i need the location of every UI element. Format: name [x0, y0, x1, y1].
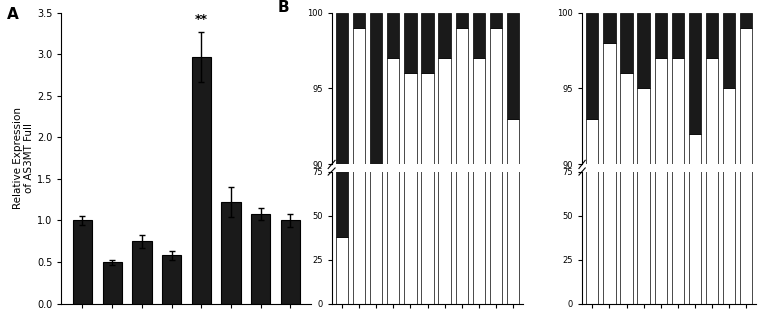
- Bar: [473, 13, 485, 58]
- Bar: [723, 136, 735, 304]
- Bar: [672, 13, 684, 58]
- Bar: [706, 13, 718, 58]
- Bar: [404, 135, 416, 304]
- Bar: [280, 220, 300, 304]
- Bar: [353, 129, 365, 304]
- Bar: [353, 13, 365, 28]
- Bar: [654, 127, 667, 133]
- Bar: [132, 241, 151, 304]
- Bar: [353, 127, 365, 129]
- Bar: [422, 127, 434, 135]
- Bar: [586, 13, 598, 119]
- Bar: [654, 58, 667, 313]
- Bar: [507, 127, 519, 140]
- Bar: [604, 13, 616, 43]
- Bar: [507, 119, 519, 313]
- Bar: [162, 255, 181, 304]
- Bar: [191, 57, 211, 304]
- Bar: [370, 13, 382, 271]
- Bar: [336, 13, 348, 313]
- Bar: [473, 133, 485, 304]
- Text: **: **: [195, 13, 208, 26]
- Bar: [672, 127, 684, 133]
- Bar: [507, 13, 519, 119]
- Bar: [370, 271, 382, 313]
- Bar: [723, 127, 735, 136]
- Bar: [387, 13, 399, 58]
- Bar: [473, 127, 485, 133]
- Bar: [439, 13, 451, 58]
- Bar: [604, 43, 616, 313]
- Bar: [336, 237, 348, 304]
- Bar: [706, 127, 718, 133]
- Bar: [586, 119, 598, 313]
- Bar: [490, 127, 502, 129]
- Bar: [353, 28, 365, 313]
- Bar: [404, 73, 416, 313]
- Bar: [621, 13, 633, 73]
- Bar: [586, 140, 598, 304]
- Bar: [490, 28, 502, 313]
- Bar: [439, 127, 451, 133]
- Bar: [251, 214, 270, 304]
- Bar: [604, 127, 616, 131]
- Bar: [73, 220, 92, 304]
- Bar: [723, 13, 735, 89]
- Bar: [455, 28, 468, 313]
- Bar: [637, 13, 650, 89]
- Bar: [387, 127, 399, 133]
- Bar: [422, 13, 434, 73]
- Bar: [370, 157, 382, 304]
- Bar: [604, 131, 616, 304]
- Bar: [370, 127, 382, 157]
- Y-axis label: Relative Expression
of AS3MT Full: Relative Expression of AS3MT Full: [12, 107, 34, 209]
- Text: B: B: [278, 0, 290, 15]
- Bar: [455, 129, 468, 304]
- Bar: [490, 13, 502, 28]
- Bar: [723, 89, 735, 313]
- Bar: [621, 127, 633, 135]
- Bar: [740, 28, 753, 313]
- Bar: [586, 127, 598, 140]
- Bar: [621, 135, 633, 304]
- Bar: [102, 262, 122, 304]
- Bar: [689, 127, 701, 141]
- Bar: [621, 73, 633, 313]
- Bar: [507, 140, 519, 304]
- Bar: [490, 129, 502, 304]
- Bar: [455, 13, 468, 28]
- Bar: [689, 134, 701, 313]
- Bar: [689, 141, 701, 304]
- Bar: [336, 127, 348, 237]
- Bar: [672, 133, 684, 304]
- Bar: [706, 58, 718, 313]
- Bar: [740, 129, 753, 304]
- Bar: [422, 73, 434, 313]
- Bar: [455, 127, 468, 129]
- Bar: [740, 127, 753, 129]
- Bar: [404, 127, 416, 135]
- Bar: [439, 133, 451, 304]
- Bar: [672, 58, 684, 313]
- Bar: [387, 133, 399, 304]
- Bar: [706, 133, 718, 304]
- Bar: [637, 136, 650, 304]
- Bar: [654, 13, 667, 58]
- Bar: [637, 127, 650, 136]
- Bar: [689, 13, 701, 134]
- Bar: [740, 13, 753, 28]
- Bar: [404, 13, 416, 73]
- Bar: [221, 202, 240, 304]
- Bar: [637, 89, 650, 313]
- Bar: [473, 58, 485, 313]
- Text: A: A: [6, 7, 18, 22]
- Bar: [422, 135, 434, 304]
- Bar: [387, 58, 399, 313]
- Bar: [439, 58, 451, 313]
- Bar: [654, 133, 667, 304]
